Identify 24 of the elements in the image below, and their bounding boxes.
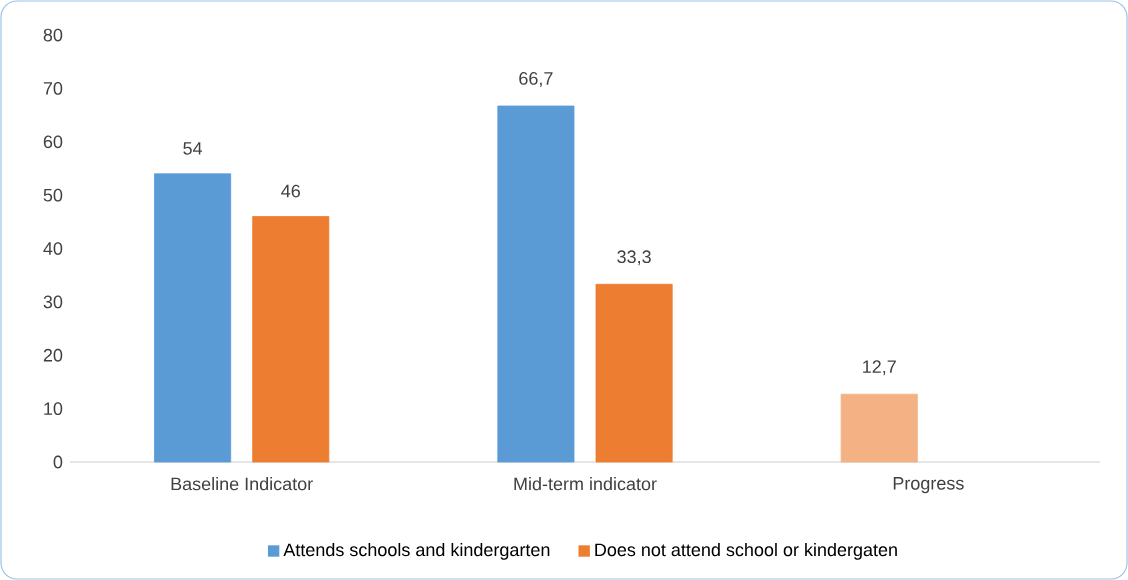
y-tick-label: 20	[43, 348, 63, 362]
bar	[252, 216, 330, 463]
bar	[595, 283, 673, 463]
y-tick-label: 30	[43, 295, 63, 309]
bar	[840, 393, 918, 463]
bar	[154, 173, 232, 463]
y-tick-label: 80	[43, 28, 63, 42]
x-tick-label: Mid-term indicator	[514, 477, 657, 491]
bar	[497, 105, 575, 463]
data-label: 12,7	[863, 360, 896, 376]
y-tick-label: 50	[43, 188, 63, 202]
y-tick-label: 40	[43, 242, 63, 255]
data-label: 46	[281, 184, 300, 198]
y-tick-label: 60	[43, 135, 63, 149]
x-tick-label: Baseline Indicator	[171, 477, 313, 491]
y-tick-label: 10	[44, 402, 63, 416]
x-tick-label: Progress	[893, 477, 964, 494]
y-tick-label: 0	[53, 455, 63, 469]
data-label: 66,7	[519, 72, 553, 87]
y-tick-label: 70	[43, 82, 63, 95]
data-label: 33,3	[617, 250, 651, 266]
legend-label: Does not attend school or kindergaten	[595, 542, 897, 560]
data-label: 54	[183, 142, 203, 155]
legend-label: Attends schools and kindergarten	[283, 542, 550, 560]
